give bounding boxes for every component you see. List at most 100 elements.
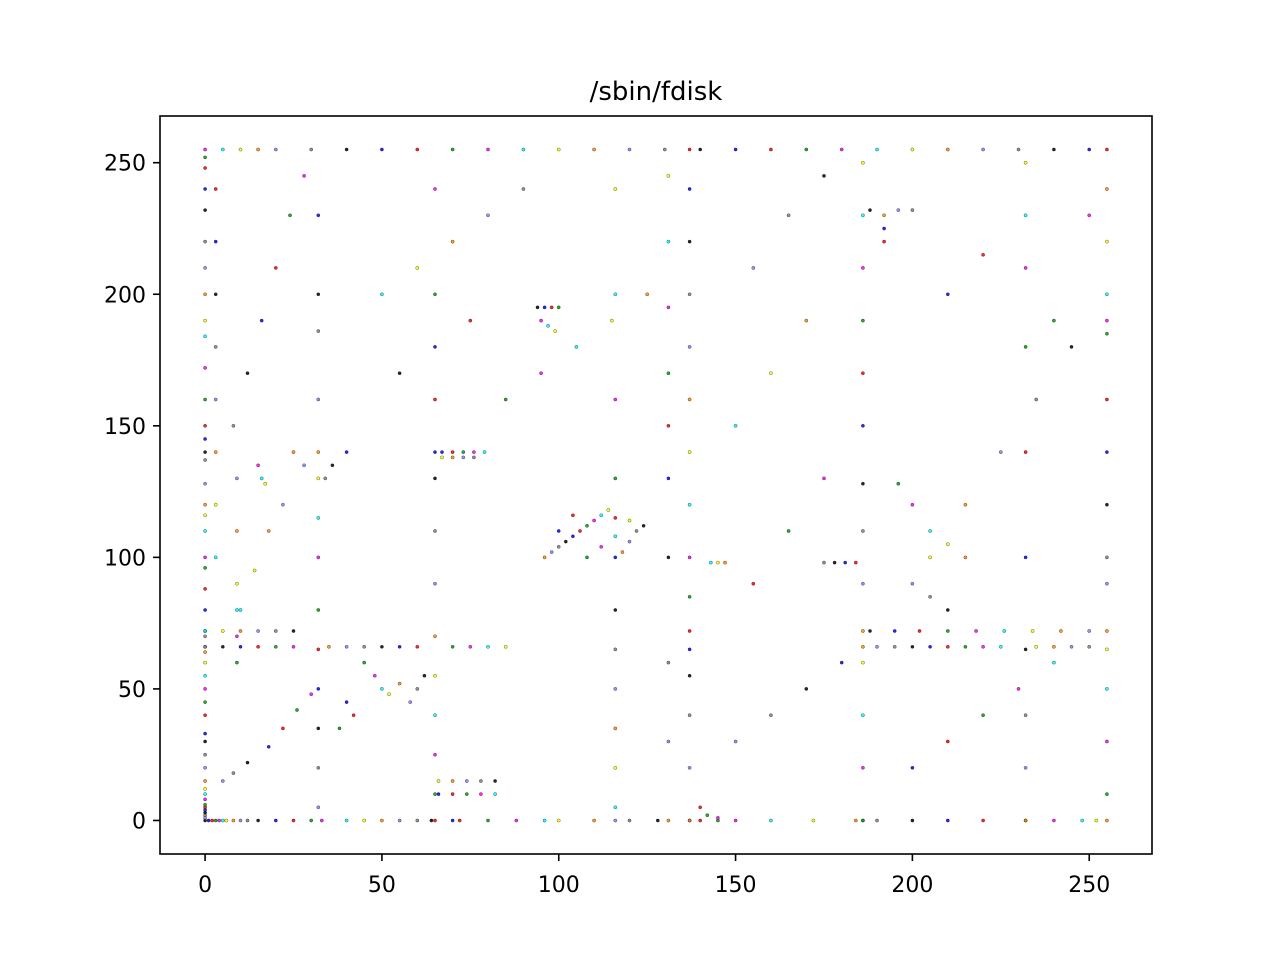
data-point xyxy=(882,226,886,231)
data-point xyxy=(946,542,950,546)
data-point xyxy=(613,766,618,770)
data-point xyxy=(433,476,437,481)
data-point xyxy=(266,529,271,533)
data-point xyxy=(620,550,625,554)
data-point xyxy=(291,645,296,649)
data-point xyxy=(1023,766,1028,770)
data-point xyxy=(436,792,441,796)
y-tick-label: 150 xyxy=(104,415,146,440)
data-point xyxy=(1052,645,1056,649)
data-point xyxy=(549,550,554,554)
data-point xyxy=(231,818,236,823)
data-point xyxy=(330,463,335,468)
data-point xyxy=(1105,450,1109,454)
data-point xyxy=(687,187,692,191)
data-point xyxy=(542,305,547,310)
data-point xyxy=(316,687,321,691)
data-point xyxy=(309,818,313,823)
data-point xyxy=(822,174,826,178)
data-point xyxy=(698,805,702,810)
data-point xyxy=(963,555,968,560)
data-point xyxy=(627,539,632,544)
data-point xyxy=(486,147,490,152)
data-point xyxy=(698,147,702,152)
data-point xyxy=(1105,792,1109,796)
data-point xyxy=(440,450,444,454)
data-point xyxy=(666,739,671,744)
data-point xyxy=(245,760,250,765)
data-point xyxy=(221,779,225,783)
data-point xyxy=(203,629,207,633)
data-point xyxy=(316,213,321,218)
data-point xyxy=(868,208,872,212)
data-point xyxy=(627,147,632,152)
data-point xyxy=(687,147,692,152)
data-point xyxy=(288,213,292,218)
data-point xyxy=(1052,660,1056,665)
data-point xyxy=(1023,160,1028,165)
data-point xyxy=(256,629,260,633)
data-point xyxy=(687,673,692,678)
data-point xyxy=(539,318,543,323)
y-tick-label: 100 xyxy=(104,546,146,571)
data-point xyxy=(1105,292,1109,297)
data-point xyxy=(203,787,207,791)
data-point xyxy=(928,645,932,649)
data-point xyxy=(1105,147,1109,152)
data-point xyxy=(1105,687,1109,691)
data-point xyxy=(1087,213,1091,218)
data-point xyxy=(687,345,692,349)
data-point xyxy=(1030,629,1035,633)
data-point xyxy=(542,818,547,823)
data-point xyxy=(1105,647,1109,652)
data-point xyxy=(203,673,207,678)
data-point xyxy=(450,455,455,460)
data-point xyxy=(203,166,207,170)
data-point xyxy=(687,450,692,454)
data-point xyxy=(274,147,278,152)
data-point xyxy=(320,818,324,823)
data-point xyxy=(433,673,437,678)
data-point xyxy=(698,818,702,823)
data-point xyxy=(868,629,872,633)
data-point xyxy=(861,645,865,649)
data-point xyxy=(213,555,218,560)
data-point xyxy=(564,539,568,544)
data-point xyxy=(213,239,218,244)
data-point xyxy=(535,305,540,310)
data-point xyxy=(433,187,437,191)
data-point xyxy=(666,476,671,481)
data-point xyxy=(203,266,207,270)
data-point xyxy=(256,147,260,152)
data-point xyxy=(861,818,865,823)
data-point xyxy=(468,318,473,323)
data-point xyxy=(468,645,473,649)
data-point xyxy=(910,645,915,649)
data-point xyxy=(687,397,692,402)
data-point xyxy=(1105,629,1109,633)
data-point xyxy=(415,266,420,270)
data-point xyxy=(203,239,207,244)
data-point xyxy=(465,779,469,783)
data-point xyxy=(946,739,950,744)
data-point xyxy=(380,687,384,691)
data-point xyxy=(861,318,865,323)
data-point xyxy=(769,713,773,717)
data-point xyxy=(928,529,932,533)
data-point xyxy=(861,371,865,375)
data-point xyxy=(822,560,826,565)
data-point xyxy=(457,818,462,823)
data-point xyxy=(206,818,211,823)
data-point xyxy=(1023,555,1028,560)
data-point xyxy=(337,726,342,731)
data-point xyxy=(839,660,844,665)
data-point xyxy=(203,208,207,212)
data-point xyxy=(344,818,349,823)
data-point xyxy=(546,324,550,328)
data-point xyxy=(733,739,738,744)
data-point xyxy=(362,645,366,649)
data-point xyxy=(503,397,508,402)
data-point xyxy=(450,818,455,823)
data-point xyxy=(309,692,313,696)
data-point xyxy=(472,455,476,460)
